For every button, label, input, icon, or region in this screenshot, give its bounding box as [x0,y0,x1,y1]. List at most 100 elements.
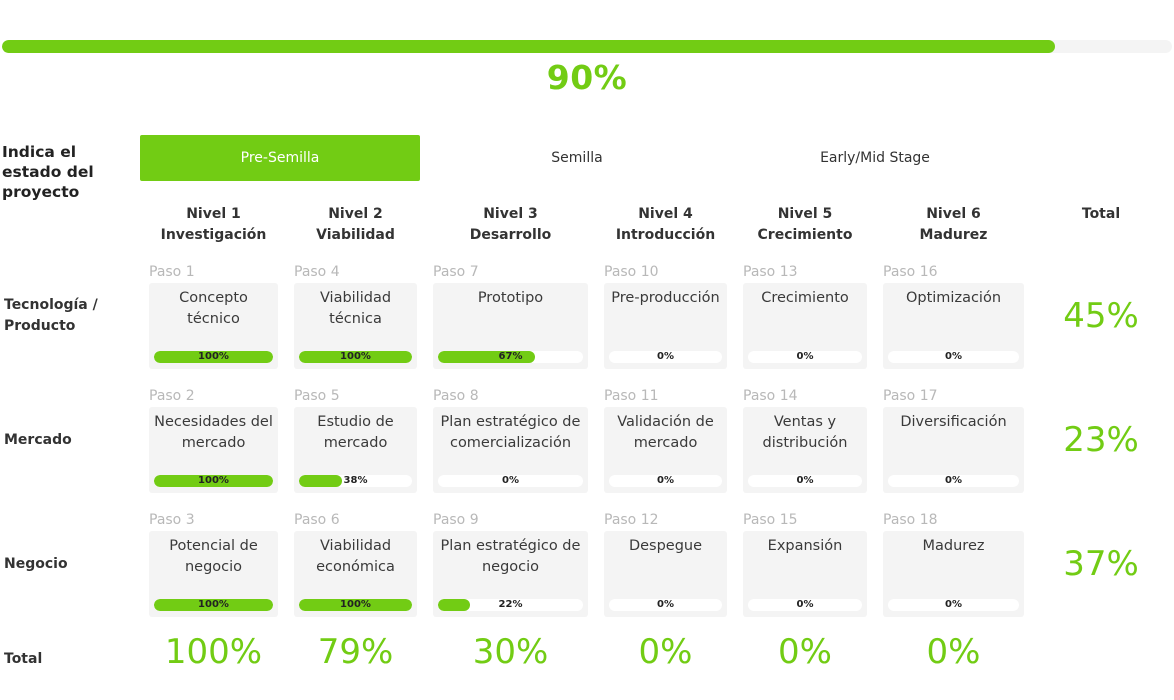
step-number-label: Paso 16 [883,264,938,280]
step-progress-fill [438,351,536,363]
step-progress-percent: 100% [198,351,229,362]
step-title: Viabilidad económica [316,538,395,575]
step-number-label: Paso 11 [604,388,659,404]
step-title: Crecimiento [761,290,849,306]
overall-progress-percent: 90% [546,58,628,97]
step-progress-bar: 0% [748,599,862,611]
level-total-percent: 0% [926,632,981,672]
step-card[interactable]: Ventas y distribución 0% [743,407,867,493]
level-header-number: Nivel 5 [777,206,833,222]
step-card[interactable]: Plan estratégico de comercialización 0% [433,407,588,493]
step-progress-percent: 100% [340,599,371,610]
step-title: Concepto técnico [179,290,248,327]
step-title: Plan estratégico de negocio [440,538,581,575]
step-card[interactable]: Validación de mercado 0% [604,407,727,493]
step-progress-percent: 0% [796,475,814,486]
total-column-header: Total [1081,206,1121,222]
step-number-label: Paso 17 [883,388,938,404]
step-title: Despegue [628,538,703,554]
step-title: Potencial de negocio [169,538,258,575]
level-header-name: Introducción [615,227,716,243]
row-total-percent: 23% [1063,420,1139,460]
step-progress-percent: 0% [945,351,962,362]
step-card[interactable]: Madurez 0% [883,531,1024,617]
step-number-label: Paso 4 [294,264,340,280]
step-progress-bar: 0% [609,599,722,611]
step-progress-bar: 0% [609,351,722,363]
step-card[interactable]: Pre-producción 0% [604,283,727,369]
step-card[interactable]: Viabilidad económica 100% [294,531,417,617]
step-progress-percent: 38% [343,475,368,486]
step-title: Optimización [905,290,1002,306]
level-header-name: Viabilidad [316,227,395,243]
level-total-percent: 0% [638,632,693,672]
step-title: Madurez [922,538,985,554]
level-header-name: Desarrollo [469,227,552,243]
overall-progress-bar [2,40,1172,53]
step-card[interactable]: Viabilidad técnica 100% [294,283,417,369]
step-progress-fill [154,475,273,487]
step-progress-fill [299,599,412,611]
step-card[interactable]: Necesidades del mercado 100% [149,407,278,493]
step-progress-fill [299,351,412,363]
step-title: Pre-producción [611,290,720,306]
step-card[interactable]: Concepto técnico 100% [149,283,278,369]
step-progress-percent: 100% [340,351,371,362]
step-card[interactable]: Expansión 0% [743,531,867,617]
step-title: Expansión [767,538,843,554]
step-card[interactable]: Diversificación 0% [883,407,1024,493]
stage-option-pre-semilla[interactable]: Pre-Semilla [140,135,420,181]
step-progress-bar: 0% [748,351,862,363]
level-header-name: Madurez [919,227,988,243]
step-progress-bar: 0% [609,475,722,487]
step-number-label: Paso 9 [433,512,479,528]
step-progress-percent: 100% [198,599,229,610]
step-progress-percent: 22% [498,599,523,610]
step-progress-bar: 100% [154,351,273,363]
step-number-label: Paso 1 [149,264,195,280]
level-header-number: Nivel 6 [926,206,981,222]
step-progress-percent: 0% [945,599,962,610]
level-header: Nivel 5 Crecimiento [743,204,867,246]
step-title: Necesidades del mercado [154,414,273,451]
step-progress-bar: 100% [299,351,412,363]
step-progress-percent: 0% [657,599,674,610]
step-number-label: Paso 6 [294,512,340,528]
step-card[interactable]: Potencial de negocio 100% [149,531,278,617]
step-progress-percent: 0% [796,351,814,362]
step-card[interactable]: Optimización 0% [883,283,1024,369]
level-total-percent: 30% [472,632,549,672]
step-title: Viabilidad técnica [319,290,392,327]
step-progress-fill [154,599,273,611]
level-total-percent: 0% [778,632,832,672]
step-card[interactable]: Plan estratégico de negocio 22% [433,531,588,617]
step-card[interactable]: Prototipo 67% [433,283,588,369]
stage-option-early-mid-stage[interactable]: Early/Mid Stage [820,150,930,166]
level-header-number: Nivel 2 [328,206,383,222]
step-number-label: Paso 13 [743,264,798,280]
step-card[interactable]: Estudio de mercado 38% [294,407,417,493]
step-progress-bar: 0% [888,351,1019,363]
step-progress-percent: 0% [657,475,674,486]
level-header-name: Crecimiento [757,227,853,243]
step-progress-percent: 0% [657,351,674,362]
step-progress-percent: 0% [796,599,814,610]
step-number-label: Paso 12 [604,512,659,528]
row-label: Negocio [4,556,68,572]
step-progress-bar: 38% [299,475,412,487]
level-header: Nivel 2 Viabilidad [294,204,417,246]
step-card[interactable]: Despegue 0% [604,531,727,617]
step-progress-bar: 0% [888,475,1019,487]
level-total-percent: 79% [317,632,394,672]
step-title: Plan estratégico de comercialización [440,414,581,451]
stage-option-semilla[interactable]: Semilla [551,150,603,166]
level-header-number: Nivel 1 [186,206,241,222]
step-progress-fill [438,599,470,611]
step-progress-bar: 100% [154,599,273,611]
level-header: Nivel 1 Investigación [149,204,278,246]
step-progress-percent: 67% [498,351,523,362]
step-number-label: Paso 10 [604,264,659,280]
step-card[interactable]: Crecimiento 0% [743,283,867,369]
level-header-number: Nivel 3 [483,206,538,222]
